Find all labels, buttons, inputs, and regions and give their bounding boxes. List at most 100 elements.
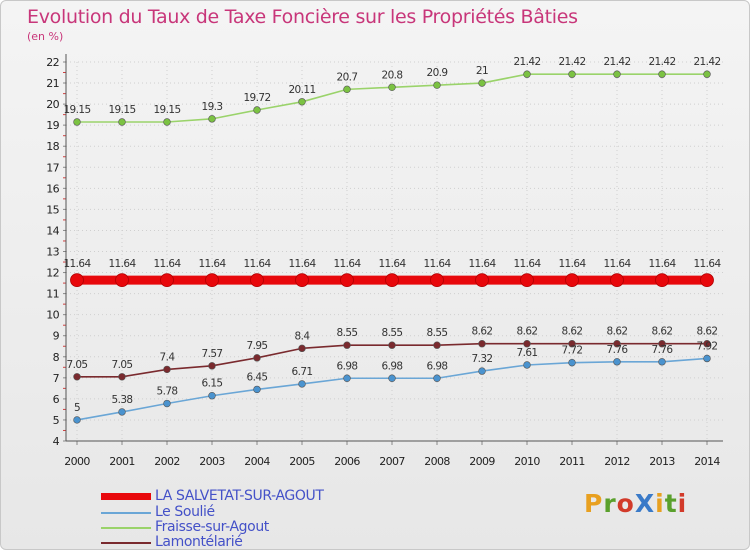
data-point	[388, 83, 396, 91]
logo-letter: o	[616, 489, 635, 518]
data-label: 11.64	[468, 258, 496, 270]
data-label: 20.7	[337, 71, 358, 83]
x-tick-label: 2008	[424, 455, 450, 468]
y-tick-label: 7	[53, 372, 60, 385]
y-tick-label: 14	[46, 224, 59, 237]
x-tick-label: 2013	[649, 455, 675, 468]
y-tick-label: 6	[53, 393, 60, 406]
data-label: 7.05	[67, 359, 88, 371]
data-label: 7.76	[652, 344, 674, 356]
data-label: 5	[74, 402, 80, 414]
data-label: 19.15	[108, 104, 135, 116]
data-label: 6.98	[382, 360, 403, 372]
x-tick-label: 2004	[244, 455, 270, 468]
y-tick-label: 16	[46, 182, 59, 195]
data-label: 11.64	[333, 258, 361, 270]
data-point	[73, 416, 81, 424]
data-point	[613, 70, 621, 78]
data-label: 6.98	[337, 360, 358, 372]
data-point	[658, 70, 666, 78]
data-point	[298, 344, 306, 353]
data-label: 20.8	[382, 69, 403, 81]
data-point	[565, 273, 579, 288]
data-label: 19.15	[153, 104, 180, 116]
data-label: 11.64	[558, 258, 586, 270]
data-point	[343, 374, 351, 382]
legend-swatch	[101, 527, 151, 529]
legend-label: Le Soulié	[155, 504, 215, 520]
data-point	[253, 354, 261, 362]
y-tick-label: 20	[46, 98, 59, 111]
data-point	[523, 340, 531, 348]
data-label: 6.71	[292, 366, 313, 378]
data-label: 11.64	[198, 258, 226, 270]
y-tick-label: 18	[46, 140, 59, 153]
y-tick-label: 5	[53, 414, 60, 427]
y-tick-label: 11	[46, 288, 59, 301]
data-label: 7.32	[472, 353, 493, 365]
data-label: 11.64	[513, 258, 541, 270]
data-point	[703, 70, 711, 78]
legend-item-lamontelarie: Lamontélarié	[101, 534, 401, 549]
data-label: 11.64	[243, 258, 271, 270]
data-point	[340, 273, 354, 288]
legend-swatch	[101, 493, 151, 500]
data-label: 8.62	[697, 326, 718, 338]
series-0	[73, 70, 711, 126]
data-label: 19.15	[63, 104, 90, 116]
data-point	[658, 340, 666, 348]
y-tick-label: 17	[46, 161, 59, 174]
data-point	[298, 98, 306, 106]
data-labels: 19.15 19.15 19.15 19.3 19.72 20.11 20.7 20.8 20.…	[63, 56, 722, 414]
logo-letter: i	[655, 489, 665, 518]
data-label: 7.76	[607, 344, 629, 356]
series-2	[73, 340, 711, 381]
series-3	[73, 354, 711, 424]
data-point	[430, 273, 444, 288]
data-point	[433, 81, 441, 89]
data-point	[613, 340, 621, 348]
data-point	[568, 340, 576, 348]
data-label: 6.15	[202, 378, 223, 390]
y-tick-label: 12	[46, 267, 59, 280]
x-tick-label: 2011	[559, 455, 585, 468]
data-point	[160, 273, 174, 288]
data-label: 6.98	[427, 360, 448, 372]
axes: 4 5 6 7 8 9 10 11 12 13 14 15 16 17 18 19 20 21 22 2000 2001…	[46, 54, 723, 468]
data-point	[298, 380, 306, 388]
data-label: 6.45	[247, 371, 268, 383]
data-point	[478, 340, 486, 348]
y-tick-label: 22	[46, 56, 59, 69]
data-point	[568, 358, 576, 367]
data-point	[118, 408, 126, 416]
data-label: 5.78	[157, 386, 178, 398]
data-point	[610, 273, 624, 288]
y-tick-label: 10	[46, 309, 59, 322]
data-point	[703, 340, 711, 348]
data-point	[478, 79, 486, 87]
data-point	[208, 362, 216, 370]
data-point	[475, 273, 489, 288]
data-point	[343, 85, 351, 94]
data-label: 8.62	[562, 326, 583, 338]
data-label: 5.38	[112, 394, 133, 406]
y-tick-label: 15	[46, 203, 59, 216]
data-point	[655, 273, 669, 288]
data-point	[385, 273, 399, 288]
x-tick-label: 2003	[199, 455, 225, 468]
x-tick-label: 2000	[64, 455, 90, 468]
data-label: 11.64	[693, 258, 721, 270]
legend-item-la-salvetat: LA SALVETAT-SUR-AGOUT	[101, 488, 401, 505]
logo-letter: X	[634, 489, 656, 518]
data-point	[700, 273, 714, 288]
data-label: 11.64	[603, 258, 631, 270]
data-point	[568, 70, 576, 78]
data-point	[208, 392, 216, 400]
x-tick-label: 2010	[514, 455, 540, 468]
grid-lines	[66, 61, 723, 442]
y-tick-label: 4	[53, 435, 60, 448]
data-label: 20.11	[288, 84, 315, 96]
data-label: 7.61	[517, 347, 538, 359]
